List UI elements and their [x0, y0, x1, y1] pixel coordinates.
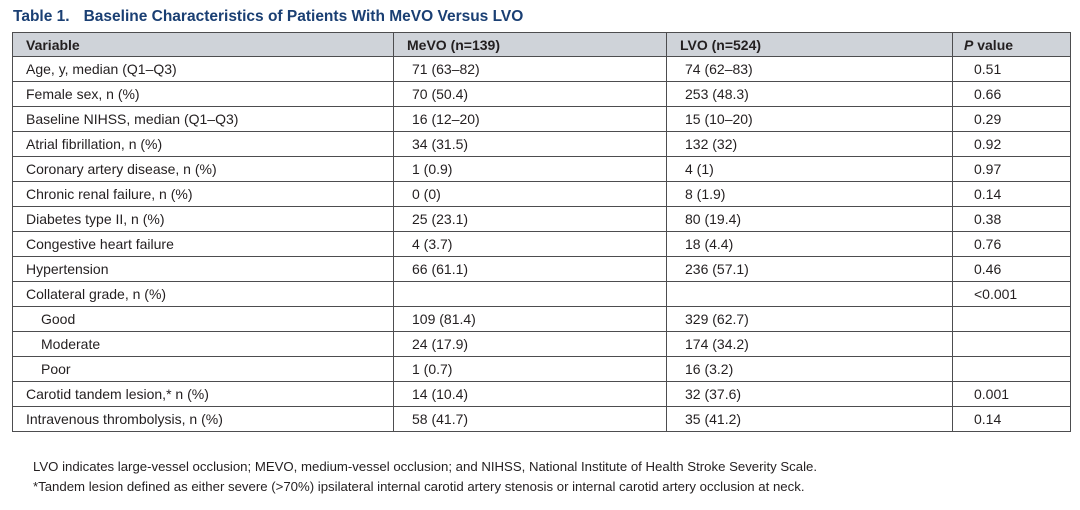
cell-mevo: 1 (0.9) — [393, 156, 667, 182]
table-row: Poor 1 (0.7) 16 (3.2) — [12, 356, 1071, 382]
table-row: Congestive heart failure 4 (3.7) 18 (4.4… — [12, 231, 1071, 257]
cell-variable: Collateral grade, n (%) — [12, 281, 394, 307]
cell-lvo: 80 (19.4) — [666, 206, 953, 232]
cell-lvo: 253 (48.3) — [666, 81, 953, 107]
header-variable: Variable — [12, 32, 394, 57]
cell-lvo: 18 (4.4) — [666, 231, 953, 257]
cell-mevo: 34 (31.5) — [393, 131, 667, 157]
table-number: Table 1. — [13, 8, 70, 25]
cell-p-value: 0.76 — [952, 231, 1071, 257]
cell-p-value — [952, 331, 1071, 357]
cell-variable: Diabetes type II, n (%) — [12, 206, 394, 232]
cell-mevo: 4 (3.7) — [393, 231, 667, 257]
cell-lvo: 35 (41.2) — [666, 406, 953, 432]
cell-mevo: 16 (12–20) — [393, 106, 667, 132]
cell-variable: Carotid tandem lesion,* n (%) — [12, 381, 394, 407]
cell-variable: Chronic renal failure, n (%) — [12, 181, 394, 207]
table-row: Hypertension 66 (61.1) 236 (57.1) 0.46 — [12, 256, 1071, 282]
baseline-characteristics-table: Variable MeVO (n=139) LVO (n=524) P valu… — [12, 32, 1071, 432]
cell-p-value: 0.46 — [952, 256, 1071, 282]
table-row: Atrial fibrillation, n (%) 34 (31.5) 132… — [12, 131, 1071, 157]
cell-p-value: 0.29 — [952, 106, 1071, 132]
cell-variable: Hypertension — [12, 256, 394, 282]
cell-mevo — [393, 281, 667, 307]
cell-variable: Female sex, n (%) — [12, 81, 394, 107]
cell-mevo: 58 (41.7) — [393, 406, 667, 432]
cell-lvo: 132 (32) — [666, 131, 953, 157]
cell-variable: Coronary artery disease, n (%) — [12, 156, 394, 182]
cell-mevo: 1 (0.7) — [393, 356, 667, 382]
cell-variable: Intravenous thrombolysis, n (%) — [12, 406, 394, 432]
table-row: Age, y, median (Q1–Q3) 71 (63–82) 74 (62… — [12, 56, 1071, 82]
cell-p-value: <0.001 — [952, 281, 1071, 307]
table-row: Good 109 (81.4) 329 (62.7) — [12, 306, 1071, 332]
table-row: Intravenous thrombolysis, n (%) 58 (41.7… — [12, 406, 1071, 432]
cell-p-value: 0.92 — [952, 131, 1071, 157]
cell-p-value — [952, 356, 1071, 382]
cell-lvo: 329 (62.7) — [666, 306, 953, 332]
cell-p-value: 0.66 — [952, 81, 1071, 107]
cell-lvo: 236 (57.1) — [666, 256, 953, 282]
cell-p-value: 0.001 — [952, 381, 1071, 407]
cell-lvo: 174 (34.2) — [666, 331, 953, 357]
header-row: Variable MeVO (n=139) LVO (n=524) P valu… — [12, 32, 1071, 57]
table-row: Coronary artery disease, n (%) 1 (0.9) 4… — [12, 156, 1071, 182]
header-mevo: MeVO (n=139) — [393, 32, 667, 57]
cell-lvo: 4 (1) — [666, 156, 953, 182]
cell-mevo: 70 (50.4) — [393, 81, 667, 107]
table-header: Variable MeVO (n=139) LVO (n=524) P valu… — [12, 32, 1071, 57]
cell-mevo: 25 (23.1) — [393, 206, 667, 232]
cell-variable: Age, y, median (Q1–Q3) — [12, 56, 394, 82]
table-row: Baseline NIHSS, median (Q1–Q3) 16 (12–20… — [12, 106, 1071, 132]
cell-lvo: 15 (10–20) — [666, 106, 953, 132]
table-row: Diabetes type II, n (%) 25 (23.1) 80 (19… — [12, 206, 1071, 232]
cell-p-value: 0.38 — [952, 206, 1071, 232]
cell-variable: Congestive heart failure — [12, 231, 394, 257]
cell-p-value: 0.14 — [952, 406, 1071, 432]
cell-variable-subgroup: Good — [12, 306, 394, 332]
cell-lvo: 16 (3.2) — [666, 356, 953, 382]
cell-mevo: 0 (0) — [393, 181, 667, 207]
cell-variable-subgroup: Moderate — [12, 331, 394, 357]
cell-variable: Atrial fibrillation, n (%) — [12, 131, 394, 157]
cell-mevo: 14 (10.4) — [393, 381, 667, 407]
cell-lvo — [666, 281, 953, 307]
cell-variable-subgroup: Poor — [12, 356, 394, 382]
cell-lvo: 32 (37.6) — [666, 381, 953, 407]
header-p-rest: value — [973, 36, 1014, 53]
footnote-abbreviations: LVO indicates large-vessel occlusion; ME… — [33, 459, 818, 474]
table-footnotes: LVO indicates large-vessel occlusion; ME… — [33, 457, 817, 497]
cell-mevo: 24 (17.9) — [393, 331, 667, 357]
table-row: Female sex, n (%) 70 (50.4) 253 (48.3) 0… — [12, 81, 1071, 107]
table-row: Carotid tandem lesion,* n (%) 14 (10.4) … — [12, 381, 1071, 407]
table-title: Baseline Characteristics of Patients Wit… — [83, 8, 524, 25]
cell-mevo: 66 (61.1) — [393, 256, 667, 282]
header-p-value: P value — [952, 32, 1071, 57]
cell-p-value: 0.51 — [952, 56, 1071, 82]
footnote-tandem-lesion: *Tandem lesion defined as either severe … — [33, 479, 805, 494]
cell-mevo: 71 (63–82) — [393, 56, 667, 82]
cell-lvo: 8 (1.9) — [666, 181, 953, 207]
cell-variable: Baseline NIHSS, median (Q1–Q3) — [12, 106, 394, 132]
header-p-italic: P — [964, 36, 974, 53]
table-caption: Table 1. Baseline Characteristics of Pati… — [13, 4, 523, 30]
header-lvo: LVO (n=524) — [666, 32, 953, 57]
table-row: Moderate 24 (17.9) 174 (34.2) — [12, 331, 1071, 357]
cell-p-value — [952, 306, 1071, 332]
cell-mevo: 109 (81.4) — [393, 306, 667, 332]
table-row: Collateral grade, n (%) <0.001 — [12, 281, 1071, 307]
cell-lvo: 74 (62–83) — [666, 56, 953, 82]
table-row: Chronic renal failure, n (%) 0 (0) 8 (1.… — [12, 181, 1071, 207]
table-body: Age, y, median (Q1–Q3) 71 (63–82) 74 (62… — [12, 56, 1071, 432]
cell-p-value: 0.14 — [952, 181, 1071, 207]
cell-p-value: 0.97 — [952, 156, 1071, 182]
